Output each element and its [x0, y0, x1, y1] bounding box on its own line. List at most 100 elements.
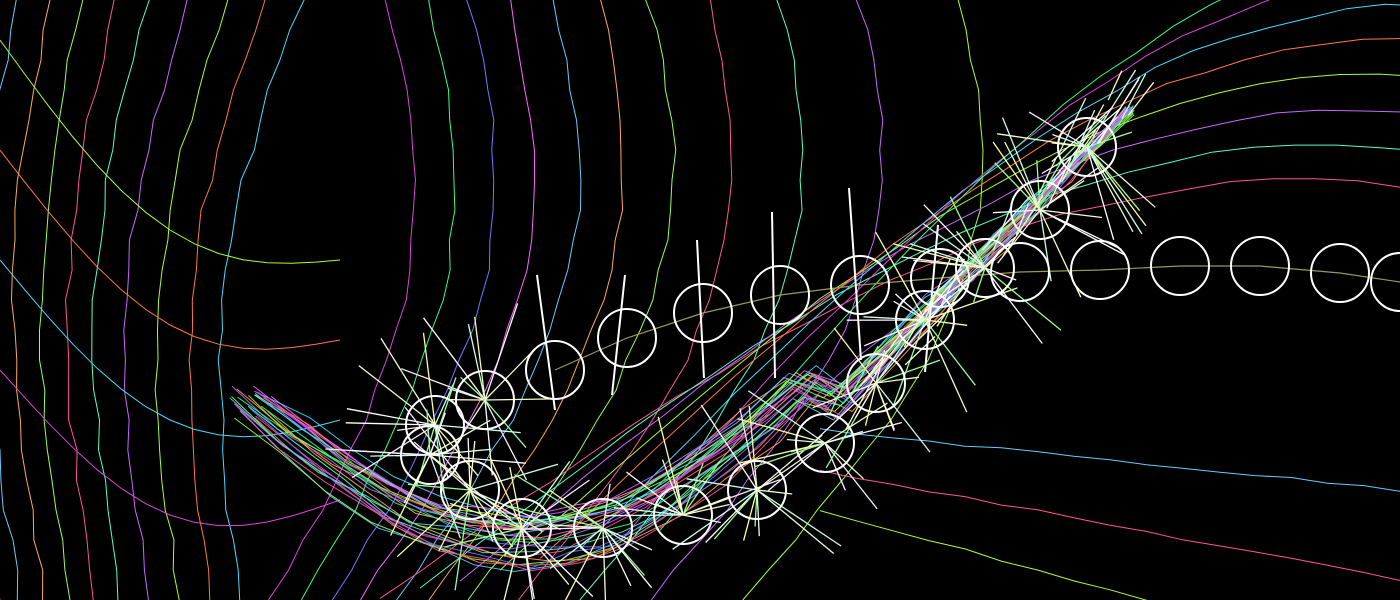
field-left: [0, 369, 341, 527]
field-curve: [331, 0, 495, 600]
spoke-line: [700, 404, 758, 491]
spoke-line: [892, 243, 986, 269]
ring-marker: [846, 353, 906, 413]
field-curve: [742, 0, 984, 600]
tick-mark: [924, 224, 939, 373]
spoke-line: [467, 437, 471, 491]
field-arc: [419, 144, 1400, 589]
streak-line: [1051, 106, 1114, 163]
spoke-line: [1086, 146, 1147, 227]
spoke-line: [955, 230, 986, 269]
ring-marker: [573, 498, 633, 558]
streak-line: [1068, 109, 1096, 169]
spoke-line: [521, 527, 570, 586]
field-left: [0, 149, 341, 350]
streak-line: [1107, 70, 1123, 101]
spoke-line: [602, 527, 653, 589]
spoke-line: [484, 303, 519, 401]
spoke-line: [422, 332, 436, 426]
ring-marker: [727, 460, 787, 520]
ring-marker: [525, 340, 585, 400]
spoke-line: [849, 319, 926, 382]
spoke-line: [924, 319, 968, 326]
bowl-curve: [263, 108, 1129, 530]
ring-marker: [1230, 236, 1290, 296]
bowl-curve: [249, 108, 1132, 569]
spoke-line: [626, 471, 684, 516]
spoke-line: [489, 456, 523, 529]
streak-line: [1066, 135, 1096, 169]
spoke-line: [682, 514, 721, 524]
field-tail: [819, 510, 1148, 600]
streak-line: [904, 336, 936, 366]
spoke-line: [686, 478, 758, 491]
spoke-line: [602, 527, 653, 551]
spoke-line: [767, 442, 826, 491]
field-arc: [619, 0, 1271, 543]
spoke-line: [864, 382, 877, 426]
spoke-line: [875, 382, 896, 430]
spoke-line: [521, 460, 571, 529]
streak-line: [1084, 116, 1118, 153]
spoke-line: [1086, 146, 1141, 212]
spoke-line: [400, 368, 486, 401]
ring-marker: [895, 290, 955, 350]
spoke-line: [467, 324, 486, 401]
spoke-line: [503, 527, 523, 557]
spoke-line: [756, 489, 835, 555]
spoke-line: [737, 418, 826, 444]
spoke-line: [426, 409, 431, 456]
spoke-line: [429, 454, 462, 539]
ring-marker: [1150, 236, 1210, 296]
ring-marker: [910, 248, 970, 308]
spoke-line: [747, 390, 826, 444]
spoke-line: [549, 489, 604, 529]
spoke-line: [325, 448, 431, 456]
spoke-line: [994, 162, 1041, 211]
spoke-line: [484, 348, 536, 401]
spoke-line: [429, 454, 526, 464]
tick-mark: [611, 274, 626, 396]
spoke-line: [1086, 146, 1143, 235]
ring-marker: [440, 460, 500, 520]
ring-marker: [990, 242, 1050, 302]
ring-marker: [1070, 240, 1130, 300]
spoke-line: [875, 382, 931, 453]
spoke-line: [997, 133, 1088, 148]
spoke-line: [469, 440, 476, 491]
spoke-line: [469, 489, 543, 533]
tick-mark: [771, 211, 776, 379]
spoke-line: [657, 416, 684, 516]
streak-line: [1096, 79, 1140, 144]
field-curve: [217, 0, 305, 600]
spoke-line: [509, 466, 523, 529]
spoke-line: [1028, 111, 1088, 148]
tick-mark: [536, 274, 556, 411]
spoke-line: [380, 338, 436, 426]
spoke-line: [474, 316, 486, 401]
ticks: [536, 187, 939, 411]
spoke-line: [602, 527, 640, 551]
field-arc: [459, 109, 1400, 582]
spoke-line: [894, 293, 926, 321]
spoke-line: [756, 489, 842, 547]
spoke-line: [434, 382, 455, 426]
spoke-line: [824, 442, 864, 480]
spoke-line: [824, 442, 846, 491]
streak-line: [1002, 195, 1044, 257]
streak-line: [1038, 157, 1057, 194]
spoke-line: [875, 341, 906, 384]
spoke-line: [1086, 146, 1115, 240]
ring-marker: [400, 425, 460, 485]
spoke-line: [422, 317, 486, 401]
spoke-line: [756, 434, 823, 491]
spoke-line: [434, 424, 479, 477]
ring-marker: [597, 308, 657, 368]
field-curve: [579, 0, 804, 600]
spoke-line: [413, 441, 471, 491]
spoke-line: [923, 204, 986, 269]
spoke-line: [756, 489, 760, 537]
ring-marker: [1310, 243, 1370, 303]
spoke-line: [863, 319, 926, 347]
bowl-curve: [247, 111, 1130, 554]
